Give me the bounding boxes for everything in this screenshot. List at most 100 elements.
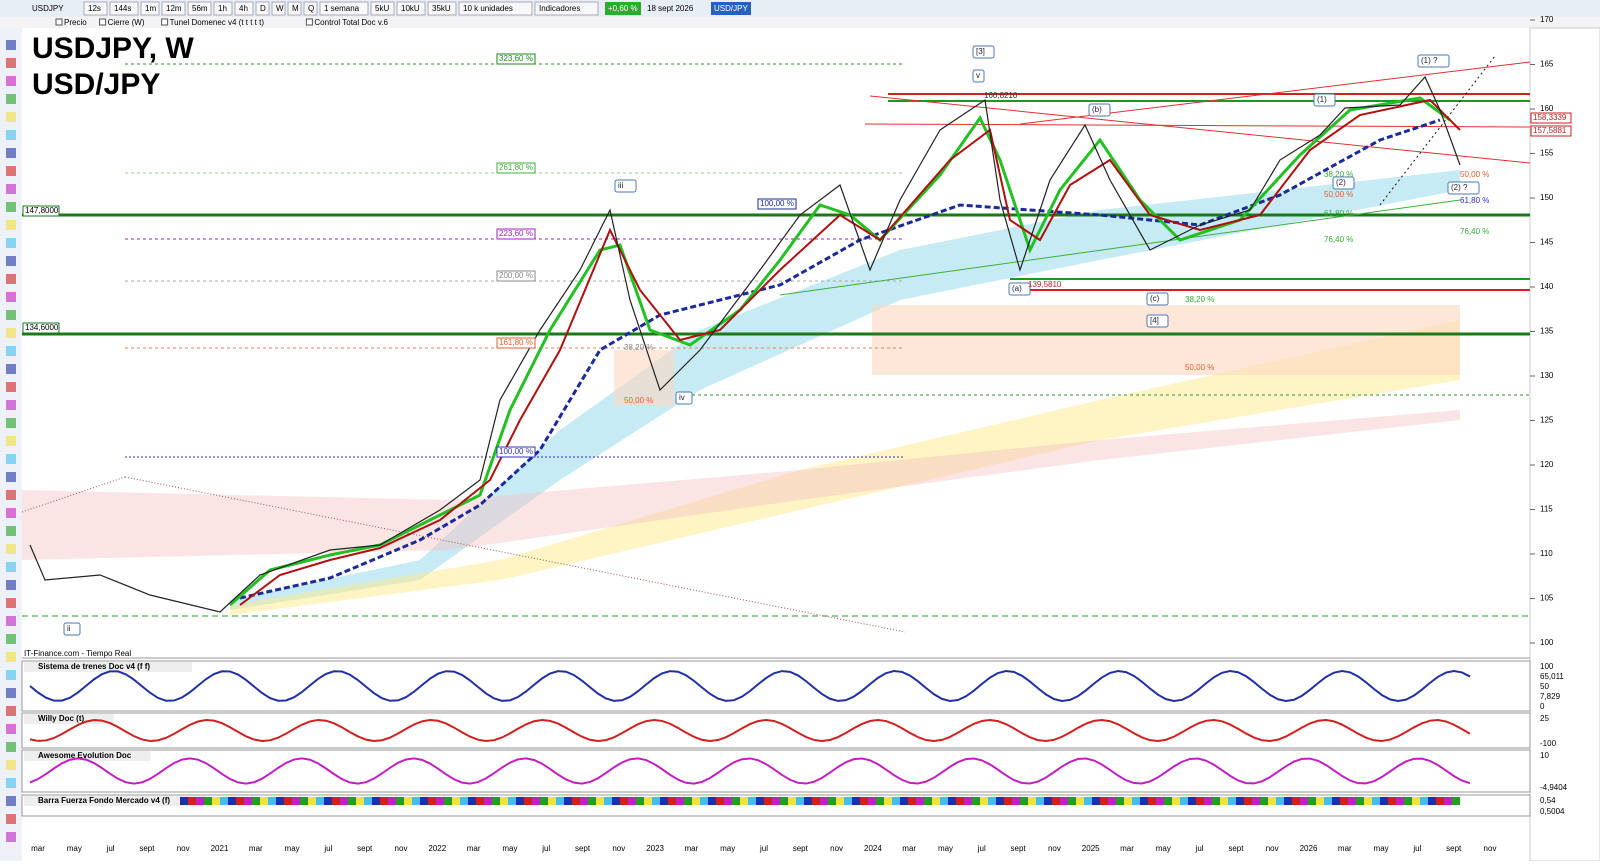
toolbar-button-label[interactable]: D: [260, 4, 266, 13]
tool-icon[interactable]: [6, 94, 16, 104]
tool-icon[interactable]: [6, 346, 16, 356]
strength-bar: [1268, 797, 1276, 805]
tool-icon[interactable]: [6, 454, 16, 464]
tool-icon[interactable]: [6, 796, 16, 806]
tool-icon[interactable]: [6, 130, 16, 140]
strength-bar: [740, 797, 748, 805]
toolbar-button-label[interactable]: W: [276, 4, 284, 13]
strength-bar: [1100, 797, 1108, 805]
legend-item[interactable]: Tunel Domenec v4 (t t t t t): [170, 18, 265, 27]
tool-icon[interactable]: [6, 400, 16, 410]
tool-icon[interactable]: [6, 562, 16, 572]
tool-icon[interactable]: [6, 256, 16, 266]
toolbar-button[interactable]: [83, 1, 108, 16]
tool-icon[interactable]: [6, 184, 16, 194]
legend-box[interactable]: [55, 18, 63, 26]
tool-icon[interactable]: [6, 724, 16, 734]
tool-icon[interactable]: [6, 58, 16, 68]
tool-icon[interactable]: [6, 382, 16, 392]
legend-box[interactable]: [99, 18, 107, 26]
tool-icon[interactable]: [6, 598, 16, 608]
tool-icon[interactable]: [6, 148, 16, 158]
tool-icon[interactable]: [6, 580, 16, 590]
legend-box[interactable]: [161, 18, 169, 26]
toolbar-button[interactable]: [255, 1, 270, 16]
price-tick-label: 165: [1540, 60, 1554, 69]
tool-icon[interactable]: [6, 814, 16, 824]
toolbar-button[interactable]: [427, 1, 457, 16]
toolbar-button[interactable]: [161, 1, 186, 16]
toolbar-button[interactable]: [370, 1, 395, 16]
toolbar-button[interactable]: [234, 1, 254, 16]
toolbar-button[interactable]: [140, 1, 160, 16]
toolbar-button-label[interactable]: Indicadores: [539, 4, 580, 13]
toolbar-button[interactable]: [303, 1, 318, 16]
tool-icon[interactable]: [6, 310, 16, 320]
toolbar-button-label[interactable]: 12m: [166, 4, 182, 13]
tool-icon[interactable]: [6, 40, 16, 50]
toolbar-button[interactable]: [109, 1, 139, 16]
toolbar-button[interactable]: [213, 1, 233, 16]
strength-bar: [724, 797, 732, 805]
toolbar-button[interactable]: [319, 1, 369, 16]
tool-icon[interactable]: [6, 652, 16, 662]
tool-icon[interactable]: [6, 418, 16, 428]
tool-icon[interactable]: [6, 616, 16, 626]
tool-icon[interactable]: [6, 112, 16, 122]
tool-icon[interactable]: [6, 490, 16, 500]
toolbar-button-label[interactable]: 35kU: [432, 4, 451, 13]
toolbar-button-label[interactable]: 5kU: [375, 4, 389, 13]
strength-bar: [628, 797, 636, 805]
toolbar-button-label[interactable]: 12s: [88, 4, 101, 13]
tool-icon[interactable]: [6, 274, 16, 284]
tool-icon[interactable]: [6, 706, 16, 716]
tool-icon[interactable]: [6, 544, 16, 554]
tool-icon[interactable]: [6, 328, 16, 338]
toolbar-button[interactable]: [271, 1, 286, 16]
legend-item[interactable]: Control Total Doc v.6: [314, 18, 388, 27]
tool-icon[interactable]: [6, 526, 16, 536]
x-tick-label: sept: [1011, 844, 1027, 853]
tool-icon[interactable]: [6, 220, 16, 230]
legend-item[interactable]: Cierre (W): [108, 18, 145, 27]
tool-icon[interactable]: [6, 742, 16, 752]
toolbar-button-label[interactable]: M: [292, 4, 299, 13]
tool-icon[interactable]: [6, 472, 16, 482]
toolbar-button-label[interactable]: 4h: [239, 4, 248, 13]
legend-item[interactable]: Precio: [64, 18, 87, 27]
toolbar-button-label[interactable]: Q: [308, 4, 314, 13]
tool-icon[interactable]: [6, 688, 16, 698]
toolbar-button[interactable]: [187, 1, 212, 16]
strength-bar: [324, 797, 332, 805]
toolbar-button-label[interactable]: 10 k unidades: [463, 4, 513, 13]
toolbar-button[interactable]: [458, 1, 533, 16]
toolbar-button[interactable]: [534, 1, 599, 16]
toolbar-button-label[interactable]: 10kU: [401, 4, 420, 13]
tool-icon[interactable]: [6, 76, 16, 86]
tool-icon[interactable]: [6, 760, 16, 770]
price-tick-label: 135: [1540, 327, 1554, 336]
toolbar-button-label[interactable]: 1 semana: [324, 4, 360, 13]
legend-box[interactable]: [305, 18, 313, 26]
toolbar-button[interactable]: [396, 1, 426, 16]
toolbar-button[interactable]: [287, 1, 302, 16]
strength-bar: [1108, 797, 1116, 805]
toolbar-button-label[interactable]: 56m: [192, 4, 208, 13]
toolbar-button-label[interactable]: 1m: [145, 4, 156, 13]
toolbar-button-label[interactable]: 144s: [114, 4, 131, 13]
tool-icon[interactable]: [6, 778, 16, 788]
tool-icon[interactable]: [6, 832, 16, 842]
tool-icon[interactable]: [6, 436, 16, 446]
tool-icon[interactable]: [6, 238, 16, 248]
tool-icon[interactable]: [6, 166, 16, 176]
tool-icon[interactable]: [6, 508, 16, 518]
tool-icon[interactable]: [6, 364, 16, 374]
tool-icon[interactable]: [6, 634, 16, 644]
strength-bar: [940, 797, 948, 805]
toolbar-button-label[interactable]: 1h: [218, 4, 227, 13]
tool-icon[interactable]: [6, 202, 16, 212]
tool-icon[interactable]: [6, 292, 16, 302]
symbol[interactable]: USDJPY: [32, 4, 64, 13]
strength-bar: [852, 797, 860, 805]
tool-icon[interactable]: [6, 670, 16, 680]
